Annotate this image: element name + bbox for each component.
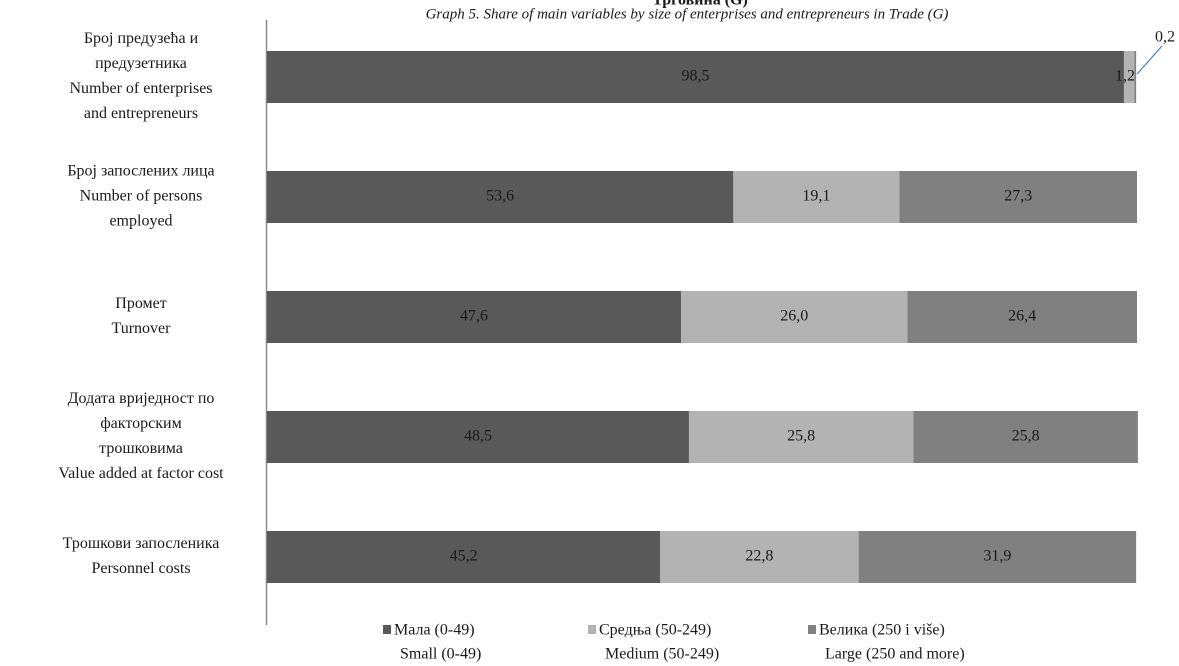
category-label: Personnel costs — [91, 560, 190, 577]
legend-swatch — [383, 625, 391, 634]
legend-label: Large (250 and more) — [825, 646, 965, 663]
bar-segment — [899, 171, 1137, 223]
category-label: факторским — [100, 415, 181, 432]
bar-segment — [267, 51, 1124, 103]
category-label: Промет — [115, 295, 166, 312]
category-label: Number of persons — [80, 188, 203, 205]
data-label: 1,2 — [1115, 68, 1135, 85]
bar-segment — [267, 411, 689, 463]
bar-segment — [913, 411, 1138, 463]
data-label: 22,8 — [745, 548, 773, 565]
category-label: Број предузећа и — [84, 30, 199, 47]
bar-segment — [267, 531, 661, 583]
data-label: 26,0 — [780, 308, 808, 325]
category-label: предузетника — [95, 55, 187, 72]
data-label: 25,8 — [1012, 428, 1040, 445]
bar-segment — [660, 531, 859, 583]
data-label: 26,4 — [1008, 308, 1036, 325]
data-label: 31,9 — [983, 548, 1011, 565]
data-label: 0,2 — [1155, 29, 1175, 46]
legend-label: Мала (0-49) — [394, 622, 475, 639]
data-label: 45,2 — [450, 548, 478, 565]
legend-label: Small (0-49) — [400, 646, 481, 663]
legend-swatch — [588, 625, 596, 634]
data-label: 53,6 — [486, 188, 514, 205]
legend-label: Средња (50-249) — [599, 622, 711, 639]
category-label: Number of enterprises — [69, 80, 212, 97]
leader-line — [1136, 45, 1163, 75]
legend-label: Medium (50-249) — [605, 646, 719, 663]
chart-subtitle: Graph 5. Share of main variables by size… — [426, 6, 949, 22]
legend-swatch — [808, 625, 816, 634]
category-label: трошковима — [99, 440, 183, 457]
category-label: and entrepreneurs — [84, 105, 198, 122]
bar-segment — [267, 291, 682, 343]
bar-segment — [688, 411, 914, 463]
data-label: 27,3 — [1004, 188, 1032, 205]
bar-segment — [267, 171, 734, 223]
bar-segment — [1134, 51, 1137, 103]
category-label: Value added at factor cost — [58, 465, 224, 482]
legend-label: Велика (250 i više) — [819, 622, 945, 639]
data-label: 48,5 — [464, 428, 492, 445]
category-label: Број запослених лица — [67, 163, 214, 180]
data-label: 19,1 — [802, 188, 830, 205]
bar-segment — [733, 171, 900, 223]
bar-segment — [858, 531, 1137, 583]
bar-segment — [681, 291, 908, 343]
chart-title: Трговина (G) — [652, 0, 748, 9]
category-label: Трошкови запосленика — [63, 535, 220, 552]
category-label: Додата вриједност по — [68, 390, 215, 407]
data-label: 25,8 — [787, 428, 815, 445]
data-label: 98,5 — [681, 68, 709, 85]
category-label: employed — [109, 213, 172, 230]
bar-segment — [1123, 51, 1135, 103]
bar-segment — [907, 291, 1137, 343]
category-label: Turnover — [112, 320, 172, 337]
data-label: 47,6 — [460, 308, 488, 325]
